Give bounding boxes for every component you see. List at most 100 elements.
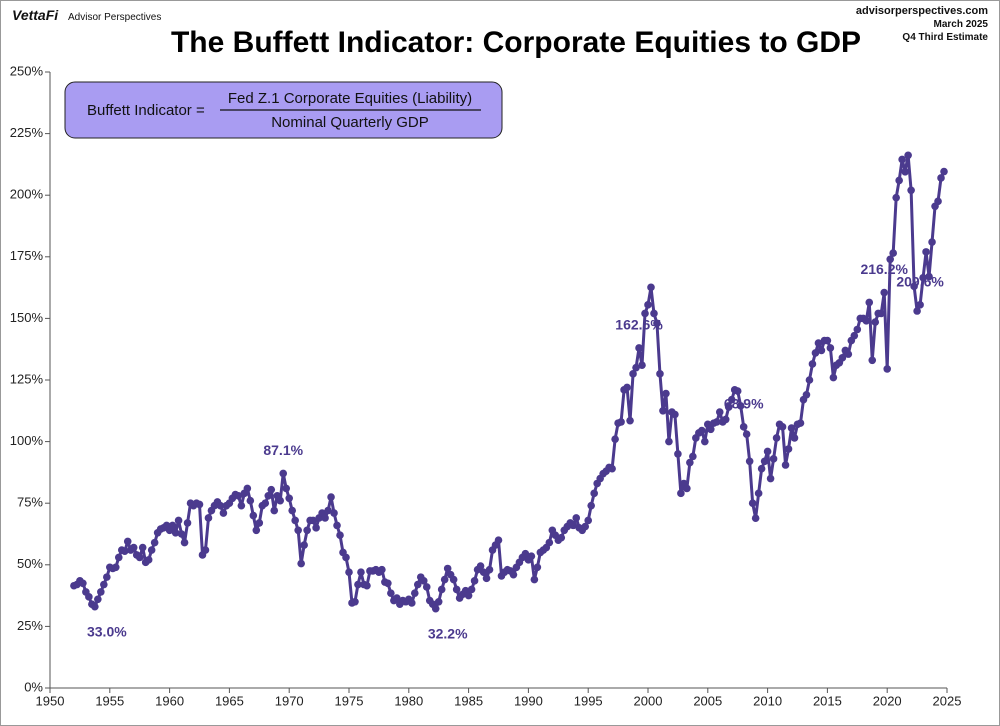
point xyxy=(443,564,452,573)
x-tick-label: 1990 xyxy=(514,693,543,708)
point xyxy=(297,559,305,568)
y-tick-label: 225% xyxy=(10,125,44,140)
point xyxy=(626,416,634,425)
point xyxy=(581,522,590,531)
y-tick-label: 0% xyxy=(24,679,43,694)
point xyxy=(892,193,900,202)
point xyxy=(357,568,365,576)
point xyxy=(285,494,294,503)
point xyxy=(662,389,670,398)
formula-lhs: Buffett Indicator = xyxy=(87,102,205,119)
point xyxy=(659,407,667,415)
point xyxy=(180,538,189,547)
point xyxy=(264,492,273,500)
point xyxy=(255,519,264,527)
point xyxy=(808,360,817,368)
site: advisorperspectives.com xyxy=(856,5,988,17)
point xyxy=(763,447,772,456)
point xyxy=(784,445,793,453)
point xyxy=(378,565,386,574)
point xyxy=(123,537,132,546)
point xyxy=(790,434,799,442)
point xyxy=(354,580,362,589)
point xyxy=(312,524,320,532)
point xyxy=(796,419,805,427)
point xyxy=(934,197,942,206)
point xyxy=(781,461,790,469)
x-tick-label: 1950 xyxy=(36,693,65,708)
point xyxy=(772,434,781,442)
point xyxy=(769,455,778,463)
point xyxy=(901,167,909,176)
point xyxy=(584,516,592,525)
point xyxy=(632,363,640,372)
point xyxy=(611,435,619,443)
point xyxy=(303,526,311,535)
point xyxy=(650,309,658,318)
point xyxy=(120,547,129,556)
point xyxy=(279,469,288,478)
point xyxy=(431,604,440,613)
point xyxy=(811,349,820,357)
point xyxy=(817,346,826,355)
chart-title: The Buffett Indicator: Corporate Equitie… xyxy=(171,26,861,59)
point xyxy=(748,499,757,508)
point xyxy=(686,458,694,467)
y-tick-label: 125% xyxy=(10,371,44,386)
point xyxy=(270,506,279,515)
x-tick-label: 1995 xyxy=(574,693,603,708)
point xyxy=(422,583,431,591)
value-label: 216.2% xyxy=(860,261,908,277)
point xyxy=(452,585,461,594)
point xyxy=(826,344,835,352)
point xyxy=(288,506,296,515)
point xyxy=(276,496,285,505)
point xyxy=(757,464,766,473)
value-label: 68.9% xyxy=(724,396,764,412)
x-tick-label: 2005 xyxy=(693,693,722,708)
point xyxy=(913,307,921,315)
point xyxy=(79,579,87,588)
y-tick-label: 200% xyxy=(10,187,44,202)
point xyxy=(174,516,183,525)
point xyxy=(683,484,691,493)
value-label: 87.1% xyxy=(263,442,303,458)
point xyxy=(246,496,255,505)
point xyxy=(787,424,796,432)
point xyxy=(345,568,353,576)
y-tick-label: 150% xyxy=(10,310,44,325)
point xyxy=(689,452,697,461)
point xyxy=(85,593,93,601)
point xyxy=(706,425,715,434)
x-tick-label: 2015 xyxy=(813,693,842,708)
date: March 2025 xyxy=(934,19,989,30)
point xyxy=(407,599,416,607)
point xyxy=(865,298,874,307)
point xyxy=(638,361,646,370)
point xyxy=(883,365,891,373)
point xyxy=(641,309,649,318)
point xyxy=(590,489,598,498)
point xyxy=(300,541,308,549)
point xyxy=(739,423,748,431)
point xyxy=(928,238,936,246)
point xyxy=(802,390,811,399)
point xyxy=(234,492,243,500)
point xyxy=(850,331,859,340)
y-tick-label: 50% xyxy=(17,556,43,571)
point xyxy=(434,597,443,606)
point xyxy=(111,563,120,572)
point xyxy=(907,186,915,195)
x-tick-label: 1970 xyxy=(275,693,304,708)
point xyxy=(665,437,673,446)
point xyxy=(853,325,862,334)
y-tick-label: 175% xyxy=(10,248,44,263)
point xyxy=(336,531,344,540)
point xyxy=(760,457,769,466)
point xyxy=(252,526,261,535)
value-label: 32.2% xyxy=(428,625,468,641)
point xyxy=(569,521,578,530)
point xyxy=(171,528,180,537)
point xyxy=(97,588,105,596)
point xyxy=(871,318,880,326)
